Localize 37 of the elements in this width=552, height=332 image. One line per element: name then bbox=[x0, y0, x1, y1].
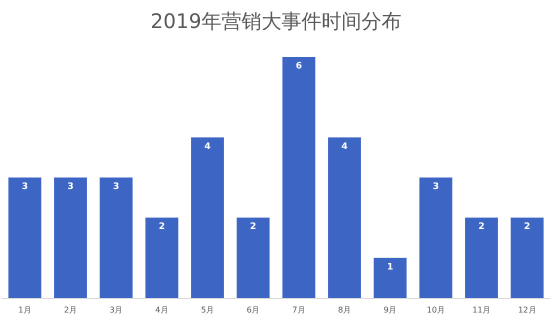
chart-title: 2019年营销大事件时间分布 bbox=[150, 9, 402, 33]
data-label: 3 bbox=[113, 182, 120, 192]
x-tick-label: 10月 bbox=[426, 306, 445, 314]
x-tick-label: 6月 bbox=[246, 306, 260, 314]
bar bbox=[328, 137, 361, 298]
bar bbox=[465, 218, 498, 298]
data-label: 3 bbox=[22, 182, 28, 192]
data-label: 2 bbox=[250, 222, 256, 232]
x-tick-label: 1月 bbox=[18, 306, 32, 314]
bar bbox=[374, 258, 407, 298]
data-label: 2 bbox=[158, 222, 165, 232]
x-tick-label: 5月 bbox=[200, 306, 214, 314]
bar bbox=[419, 178, 452, 298]
bar bbox=[191, 137, 224, 298]
bar bbox=[145, 218, 178, 298]
x-tick-label: 12月 bbox=[518, 306, 536, 314]
x-tick-label: 2月 bbox=[64, 306, 78, 314]
data-label: 2 bbox=[524, 222, 530, 232]
data-label: 2 bbox=[478, 222, 485, 232]
data-label: 3 bbox=[432, 182, 439, 192]
bar bbox=[236, 218, 270, 298]
data-label: 4 bbox=[204, 142, 211, 152]
x-tick-label: 7月 bbox=[292, 306, 306, 314]
x-tick-label: 11月 bbox=[472, 306, 491, 314]
data-label: 3 bbox=[67, 182, 74, 192]
x-tick-label: 9月 bbox=[384, 306, 397, 314]
data-label: 4 bbox=[341, 142, 348, 152]
x-tick-label: 4月 bbox=[155, 306, 168, 314]
data-label: 6 bbox=[296, 62, 302, 72]
data-label: 1 bbox=[387, 262, 394, 272]
x-tick-label: 3月 bbox=[110, 306, 123, 314]
bar bbox=[8, 178, 42, 298]
bar bbox=[100, 178, 133, 298]
bar bbox=[54, 178, 87, 298]
bar bbox=[282, 57, 316, 298]
x-tick-label: 8月 bbox=[338, 306, 352, 314]
bar bbox=[510, 218, 544, 298]
